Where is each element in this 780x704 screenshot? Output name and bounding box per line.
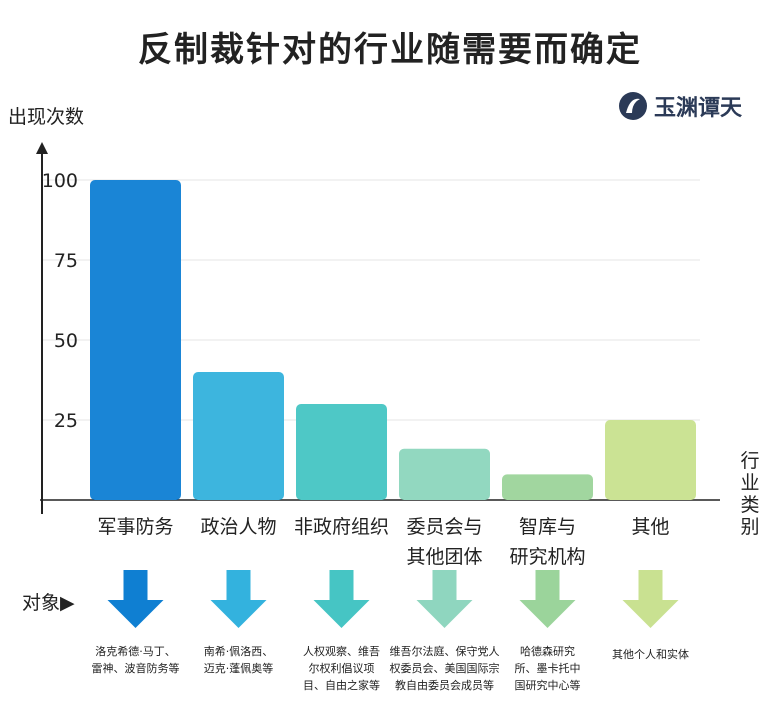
target-examples: 南希·佩洛西、 迈克·蓬佩奥等 (184, 643, 294, 677)
target-line: 人权观察、维吾 (303, 645, 380, 658)
bar-5 (502, 474, 593, 500)
target-examples: 哈德森研究所、墨卡托中 国研究中心等 (493, 643, 603, 694)
target-line: 国研究中心等 (514, 679, 581, 692)
bar-4 (399, 448, 490, 500)
down-arrow-icon (107, 570, 164, 628)
y-axis-label: 出现次数 (8, 106, 85, 128)
target-line: 尔权利倡议项 (308, 662, 375, 675)
y-axis-arrow (36, 142, 48, 154)
target-line: 权委员会、美国国际宗 (389, 662, 500, 675)
x-tick-label: 非政府组织 (287, 512, 397, 542)
y-tick-label: 25 (54, 410, 78, 432)
x-tick-label-line: 研究机构 (509, 546, 586, 568)
x-tick-label: 其他 (596, 512, 706, 542)
down-arrow-icon (416, 570, 473, 628)
chart-title: 反制裁针对的行业随需要而确定 (138, 30, 642, 70)
logo-icon (619, 92, 647, 120)
target-examples: 维吾尔法庭、保守党人 权委员会、美国国际宗 教自由委员会成员等 (390, 643, 500, 694)
logo: 玉渊谭天 (618, 90, 742, 122)
target-line: 维吾尔法庭、保守党人 (389, 645, 500, 658)
x-tick-label: 智库与 研究机构 (493, 512, 603, 572)
down-arrow-icon (210, 570, 267, 628)
down-arrow-icon (519, 570, 576, 628)
target-line: 南希·佩洛西、 (203, 645, 274, 658)
logo-text: 玉渊谭天 (654, 95, 743, 121)
target-examples: 人权观察、维吾 尔权利倡议项 目、自由之家等 (287, 643, 397, 694)
x-tick-label: 军事防务 (81, 512, 191, 542)
bar-3 (296, 404, 387, 500)
target-line: 哈德森研究 (520, 645, 575, 658)
target-line: 迈克·蓬佩奥等 (203, 662, 274, 675)
x-tick-label-line: 政治人物 (200, 516, 277, 538)
bar-1 (90, 180, 181, 500)
target-line: 洛克希德·马丁、 (95, 645, 176, 658)
x-tick-label-line: 委员会与 (406, 516, 483, 538)
x-tick-label-line: 军事防务 (97, 516, 174, 538)
down-arrow-icon (622, 570, 679, 628)
target-line: 目、自由之家等 (303, 679, 380, 692)
down-arrow-icon (313, 570, 370, 628)
x-tick-label: 委员会与 其他团体 (390, 512, 500, 572)
bar-2 (193, 372, 284, 500)
x-axis-label: 行业类别 (740, 450, 760, 538)
y-tick-label: 75 (54, 250, 78, 272)
target-line: 教自由委员会成员等 (395, 679, 494, 692)
target-examples: 洛克希德·马丁、 雷神、波音防务等 (81, 643, 191, 677)
target-line: 其他个人和实体 (612, 648, 689, 661)
object-label: 对象▶ (22, 592, 75, 614)
x-tick-label-line: 智库与 (518, 516, 576, 538)
bar-6 (605, 420, 696, 500)
x-tick-label: 政治人物 (184, 512, 294, 542)
y-tick-label: 100 (42, 170, 78, 192)
target-line: 雷神、波音防务等 (91, 662, 180, 675)
target-line: 所、墨卡托中 (514, 662, 581, 675)
x-tick-label-line: 非政府组织 (293, 516, 389, 538)
y-tick-label: 50 (54, 330, 78, 352)
x-tick-label-line: 其他 (631, 516, 670, 538)
x-tick-label-line: 其他团体 (406, 546, 483, 568)
target-examples: 其他个人和实体 (596, 646, 706, 663)
